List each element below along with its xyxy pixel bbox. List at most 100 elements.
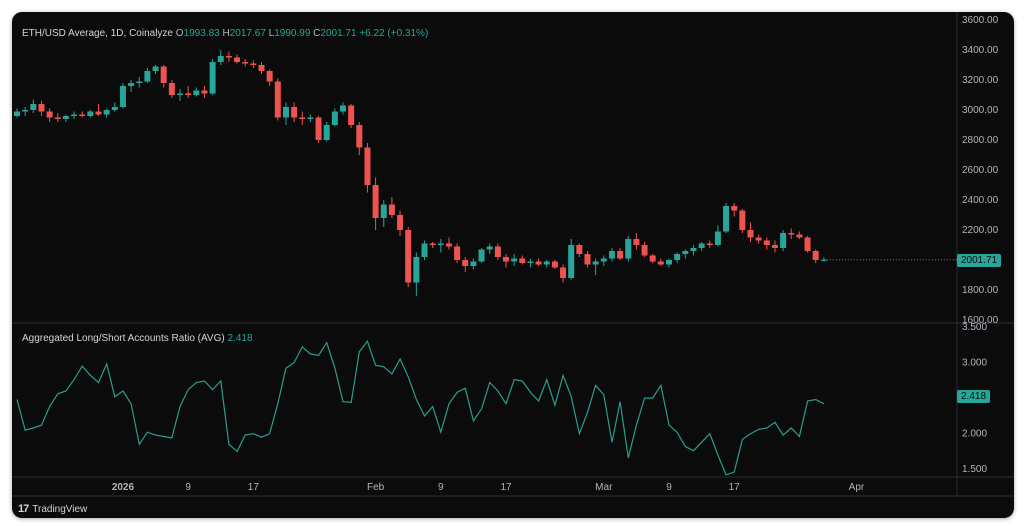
price-tick-label: 3600.00 bbox=[962, 15, 999, 26]
candle-body bbox=[234, 57, 241, 62]
time-tick-label: 9 bbox=[666, 482, 672, 493]
candle-body bbox=[38, 104, 45, 112]
candle-body bbox=[160, 66, 167, 83]
high-value: 2017.67 bbox=[229, 28, 266, 39]
indicator-value: 2.418 bbox=[227, 333, 253, 344]
time-tick-label: Feb bbox=[367, 482, 385, 493]
candle-body bbox=[128, 83, 135, 86]
candle-body bbox=[242, 62, 249, 64]
candle-body bbox=[54, 117, 61, 119]
indicator-legend: Aggregated Long/Short Accounts Ratio (AV… bbox=[22, 333, 253, 344]
candle-body bbox=[543, 261, 550, 265]
candle-body bbox=[177, 93, 183, 95]
candle-body bbox=[71, 114, 78, 116]
candle-body bbox=[511, 258, 518, 262]
candle-body bbox=[617, 251, 624, 259]
candle-body bbox=[299, 117, 306, 119]
candle-body bbox=[454, 246, 461, 260]
candle-body bbox=[755, 237, 762, 241]
candle-body bbox=[225, 56, 232, 58]
candle-body bbox=[397, 215, 404, 230]
high-label: H bbox=[222, 28, 230, 39]
candle-body bbox=[666, 260, 672, 265]
candle-body bbox=[551, 261, 558, 268]
candle-body bbox=[315, 117, 322, 140]
candle-body bbox=[119, 86, 126, 107]
price-tick-label: 3000.00 bbox=[962, 105, 999, 116]
candle-body bbox=[291, 107, 298, 118]
time-tick-label: 9 bbox=[438, 482, 444, 493]
candle-body bbox=[348, 105, 355, 125]
symbol-title: ETH/USD Average, 1D, Coinalyze bbox=[22, 28, 173, 39]
time-tick-label: Apr bbox=[849, 482, 865, 493]
candle-body bbox=[568, 245, 575, 278]
candle-body bbox=[413, 257, 420, 283]
candle-body bbox=[282, 107, 289, 118]
candle-body bbox=[364, 147, 371, 185]
candle-body bbox=[266, 71, 273, 82]
candle-body bbox=[576, 245, 583, 254]
candle-body bbox=[193, 90, 200, 95]
candle-body bbox=[788, 233, 795, 235]
tradingview-brand[interactable]: 17 TradingView bbox=[18, 503, 87, 515]
time-tick-label: 9 bbox=[185, 482, 191, 493]
candle-body bbox=[437, 243, 444, 245]
candle-body bbox=[103, 110, 110, 115]
price-tick-label: 1800.00 bbox=[962, 285, 999, 296]
candle-body bbox=[323, 125, 330, 140]
candle-body bbox=[462, 260, 469, 266]
candle-body bbox=[470, 261, 477, 266]
candle-body bbox=[405, 230, 412, 283]
change-value: +6.22 (+0.31%) bbox=[359, 28, 429, 39]
time-tick-label: Mar bbox=[595, 482, 613, 493]
candle-body bbox=[714, 231, 721, 245]
candle-body bbox=[780, 233, 787, 248]
candle-body bbox=[478, 249, 485, 262]
time-tick-label: 2026 bbox=[112, 482, 135, 493]
candle-body bbox=[46, 111, 53, 118]
candle-body bbox=[486, 246, 493, 250]
candle-body bbox=[584, 254, 591, 265]
candle-body bbox=[682, 251, 689, 254]
chart-canvas[interactable]: 3600.00 3400.00 3200.00 3000.00 2800.00 2600.… bbox=[12, 12, 1014, 518]
time-tick-label: 17 bbox=[500, 482, 512, 493]
ratio-tick-label: 3.000 bbox=[962, 358, 987, 369]
candle-body bbox=[258, 65, 265, 71]
candle-body bbox=[600, 258, 607, 262]
candle-body bbox=[87, 111, 94, 116]
candle-body bbox=[136, 81, 143, 83]
price-tick-label: 2200.00 bbox=[962, 225, 999, 236]
candle-body bbox=[690, 248, 697, 251]
candle-body bbox=[641, 245, 648, 256]
candle-body bbox=[250, 63, 257, 65]
candle-body bbox=[30, 104, 37, 110]
candle-body bbox=[95, 111, 102, 115]
candle-body bbox=[274, 81, 281, 118]
time-tick-label: 17 bbox=[729, 482, 741, 493]
candle-body bbox=[698, 243, 705, 248]
price-tick-label: 3200.00 bbox=[962, 75, 999, 86]
candle-body bbox=[820, 259, 827, 261]
candle-body bbox=[217, 56, 224, 62]
price-tick-label: 2400.00 bbox=[962, 195, 999, 206]
candle-body bbox=[356, 125, 363, 148]
candle-body bbox=[535, 261, 542, 265]
candle-body bbox=[209, 62, 216, 94]
candle-body bbox=[657, 261, 664, 265]
candle-body bbox=[201, 90, 208, 94]
candle-body bbox=[111, 107, 118, 110]
low-label: L bbox=[268, 28, 275, 39]
candle-body bbox=[723, 206, 730, 232]
candle-body bbox=[592, 261, 599, 265]
candle-body bbox=[62, 116, 69, 119]
last-ratio-tag: 2.418 bbox=[957, 390, 991, 403]
candle-body bbox=[519, 258, 526, 263]
candle-body bbox=[771, 245, 778, 248]
candle-body bbox=[649, 255, 656, 262]
open-label: O bbox=[175, 28, 184, 39]
tradingview-logo-icon: 17 bbox=[18, 503, 29, 515]
candle-body bbox=[731, 206, 738, 211]
low-value: 1990.99 bbox=[274, 28, 311, 39]
close-value: 2001.71 bbox=[320, 28, 357, 39]
candle-body bbox=[380, 204, 387, 218]
